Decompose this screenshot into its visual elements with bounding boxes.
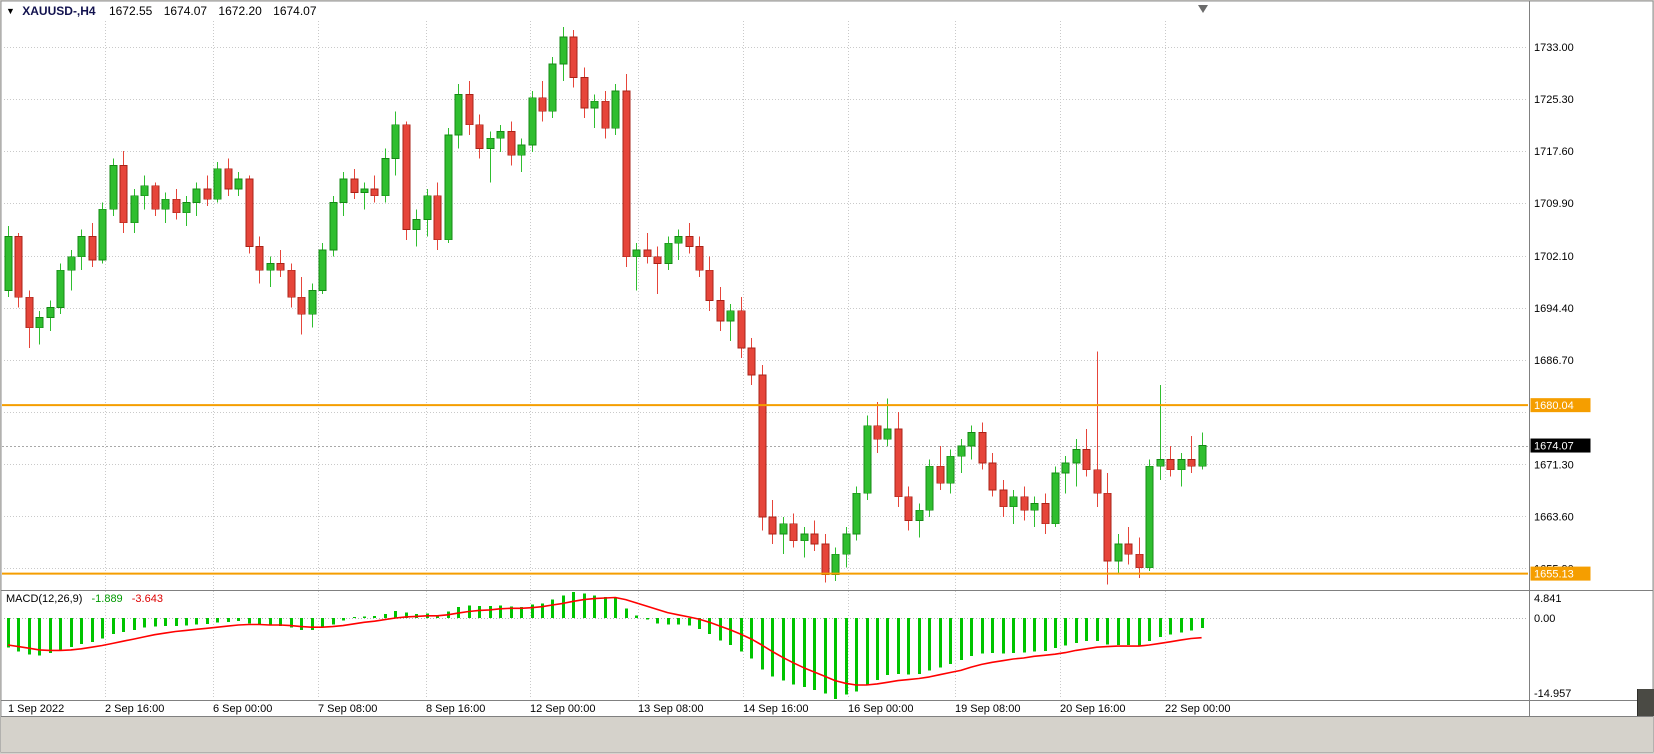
time-axis-label: 22 Sep 00:00 <box>1165 703 1230 715</box>
scroll-corner <box>1637 689 1654 716</box>
time-axis-label: 6 Sep 00:00 <box>213 703 272 715</box>
svg-text:1674.07: 1674.07 <box>1534 441 1574 453</box>
time-axis-label: 2 Sep 16:00 <box>105 703 164 715</box>
indicator-name: MACD(12,26,9) <box>6 593 83 605</box>
candlestick-series <box>4 26 1207 585</box>
macd-histogram <box>7 592 1204 699</box>
price-axis-label: 1702.10 <box>1534 251 1574 263</box>
time-axis-label: 13 Sep 08:00 <box>638 703 703 715</box>
time-axis-label: 1 Sep 2022 <box>8 703 64 715</box>
quote-open: 1672.55 <box>108 4 153 18</box>
indicator-signal-value: -3.643 <box>131 593 163 605</box>
indicator-macd-value: -1.889 <box>91 593 123 605</box>
current-price-tag: 1674.07 <box>1530 438 1591 453</box>
price-axis-label: 1733.00 <box>1534 42 1574 54</box>
macd-axis-label: 0.00 <box>1534 613 1555 625</box>
time-axis-label: 8 Sep 16:00 <box>426 703 485 715</box>
price-axis-label: 1671.30 <box>1534 459 1574 471</box>
quote-close: 1674.07 <box>273 4 317 18</box>
time-axis-label: 19 Sep 08:00 <box>955 703 1020 715</box>
quote-bar: ▼ XAUUSD-,H4 1672.55 1674.07 1672.20 167… <box>6 4 325 18</box>
time-axis-label: 20 Sep 16:00 <box>1060 703 1125 715</box>
indicator-header: MACD(12,26,9) -1.889 -3.643 <box>6 593 163 605</box>
quote-high: 1674.07 <box>163 4 208 18</box>
symbol-timeframe: XAUUSD-,H4 <box>22 4 96 18</box>
time-axis-label: 7 Sep 08:00 <box>318 703 377 715</box>
svg-text:1680.04: 1680.04 <box>1534 400 1574 412</box>
macd-axis-label: 4.841 <box>1534 593 1562 605</box>
time-axis-label: 12 Sep 00:00 <box>530 703 595 715</box>
price-axis-label: 1725.30 <box>1534 94 1574 106</box>
price-axis-label: 1694.40 <box>1534 303 1574 315</box>
time-axis-label: 16 Sep 00:00 <box>848 703 913 715</box>
price-axis-label: 1717.60 <box>1534 146 1574 158</box>
price-axis-label: 1686.70 <box>1534 355 1574 367</box>
quote-low: 1672.20 <box>218 4 262 18</box>
level-price-tag: 1680.04 <box>1530 398 1591 413</box>
macd-axis-label: -14.957 <box>1534 688 1571 700</box>
chart-shift-end-icon[interactable] <box>1198 5 1208 13</box>
time-axis-label: 14 Sep 16:00 <box>743 703 808 715</box>
macd-signal-line <box>7 596 1202 686</box>
svg-text:1655.13: 1655.13 <box>1534 569 1574 581</box>
price-axis-label: 1709.90 <box>1534 198 1574 210</box>
level-price-tag: 1655.13 <box>1530 566 1591 581</box>
price-axis-label: 1663.60 <box>1534 511 1574 523</box>
time-axis[interactable]: 1 Sep 2022 2 Sep 16:00 6 Sep 00:00 7 Sep 08… <box>8 703 1230 715</box>
price-axis[interactable]: 1733.00 1725.30 1717.60 1709.90 1702.10 1694.… <box>1534 42 1574 700</box>
symbol-dropdown-icon[interactable]: ▼ <box>6 6 15 16</box>
